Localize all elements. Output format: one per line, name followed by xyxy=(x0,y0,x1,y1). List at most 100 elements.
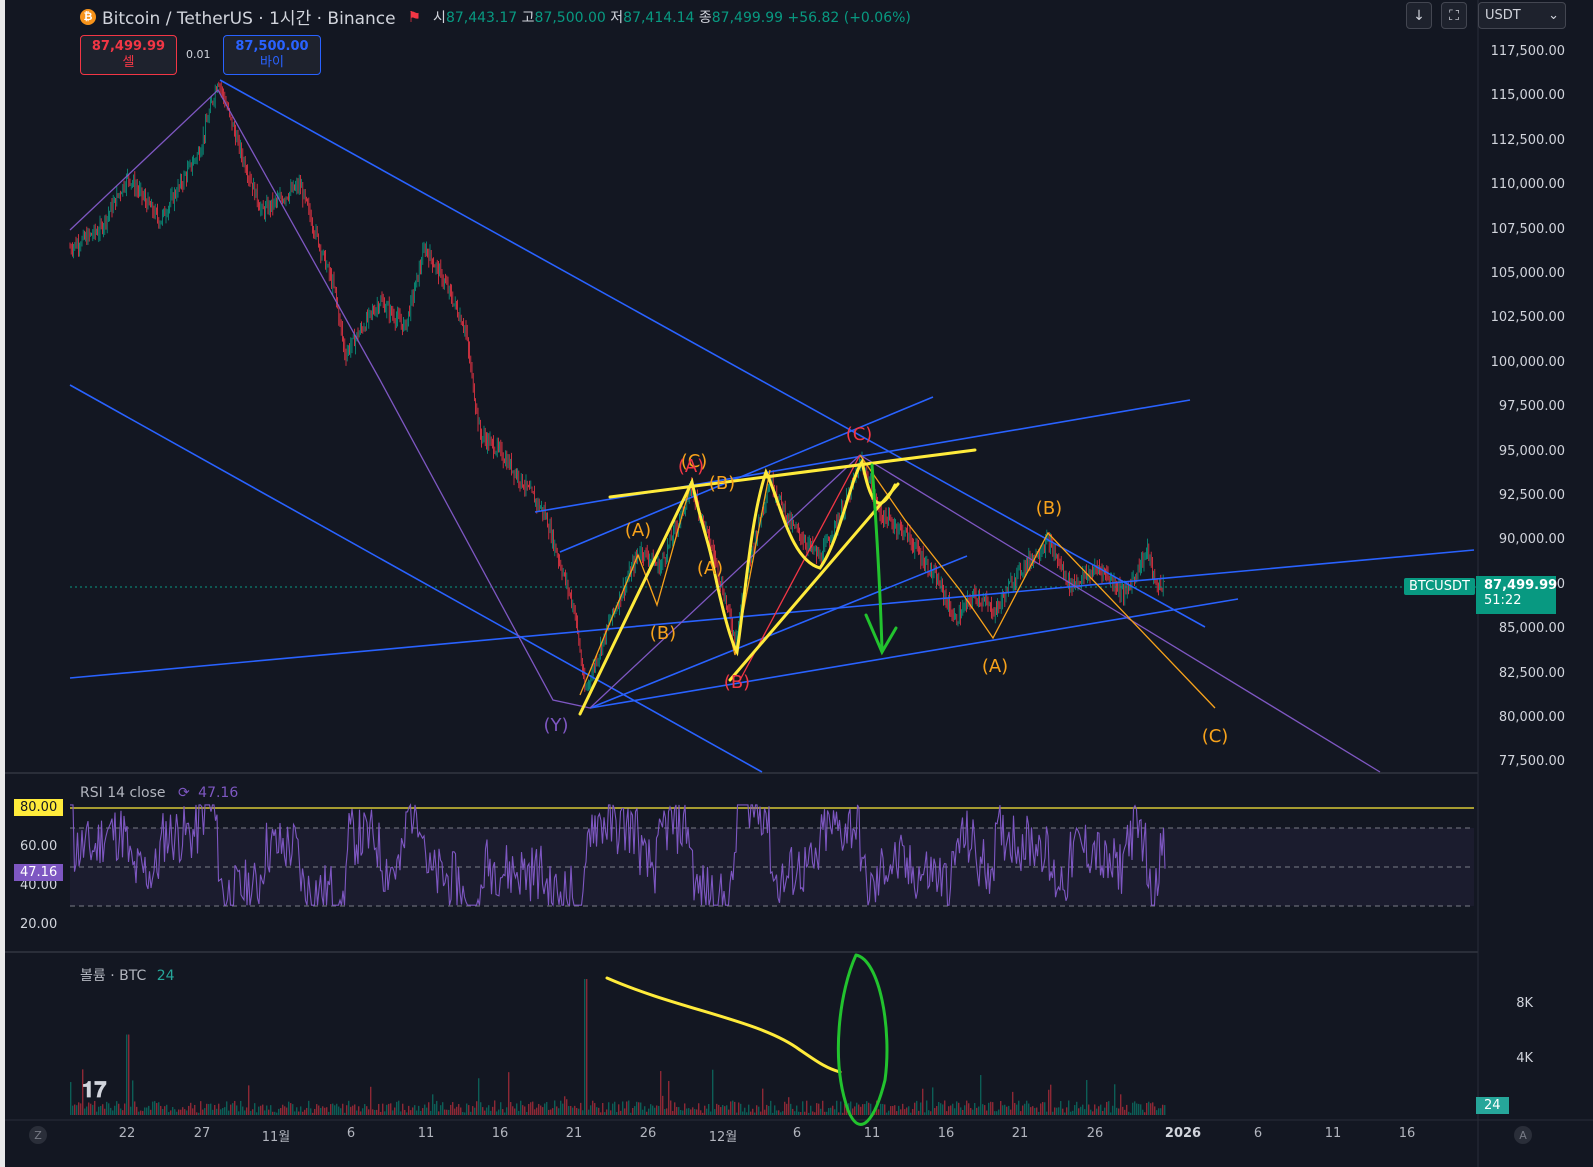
zoom-icon[interactable]: Z xyxy=(29,1126,47,1144)
volume-bar xyxy=(908,1106,910,1115)
volume-bar xyxy=(894,1105,896,1115)
volume-bar xyxy=(832,1105,834,1115)
volume-bar xyxy=(864,1104,866,1115)
volume-bar xyxy=(422,1108,424,1115)
volume-bar xyxy=(164,1106,166,1115)
volume-bar xyxy=(946,1111,948,1115)
volume-bar xyxy=(856,1102,858,1115)
volume-bar xyxy=(796,1105,798,1115)
green-annotations[interactable] xyxy=(836,463,898,1126)
volume-bar xyxy=(1108,1101,1110,1115)
volume-bar xyxy=(614,1101,616,1115)
volume-bar xyxy=(650,1104,652,1115)
volume-bar xyxy=(546,1102,548,1115)
volume-bar xyxy=(308,1100,310,1115)
wave-label: (B) xyxy=(1036,498,1062,519)
volume-bar xyxy=(1086,1080,1088,1115)
flag-icon[interactable]: ⚑ xyxy=(407,7,422,26)
volume-bar xyxy=(324,1107,326,1115)
volume-bar xyxy=(358,1106,360,1115)
download-icon[interactable]: ↓ xyxy=(1406,2,1432,29)
volume-bar xyxy=(678,1107,680,1115)
volume-bar xyxy=(884,1104,886,1115)
volume-bar xyxy=(770,1100,772,1115)
volume-bar xyxy=(332,1103,334,1115)
volume-bar xyxy=(722,1105,724,1115)
volume-bar xyxy=(1034,1108,1036,1115)
volume-bar xyxy=(568,1106,570,1115)
symbol-title[interactable]: Bitcoin / TetherUS · 1시간 · Binance xyxy=(102,9,396,29)
volume-bar xyxy=(576,1107,578,1115)
tradingview-logo-icon[interactable]: 𝟏𝟕 xyxy=(82,1078,107,1103)
volume-bar xyxy=(284,1106,286,1115)
volume-bar xyxy=(202,1109,204,1115)
volume-bar xyxy=(818,1103,820,1115)
sell-button[interactable]: 87,499.99 셀 xyxy=(80,35,177,75)
volume-bar xyxy=(144,1107,146,1115)
volume-bar xyxy=(482,1107,484,1115)
volume-bar xyxy=(782,1111,784,1115)
price-axis-label: 80,000.00 xyxy=(1498,710,1565,725)
volume-bar xyxy=(788,1097,790,1115)
volume-bar xyxy=(938,1102,940,1115)
volume-bar xyxy=(106,1101,108,1115)
volume-bar xyxy=(1014,1103,1016,1115)
auto-scale-icon[interactable]: A xyxy=(1514,1126,1532,1144)
rsi-legend[interactable]: RSI 14 close ⟳ 47.16 xyxy=(80,785,239,801)
volume-bar xyxy=(1040,1103,1042,1115)
volume-bar xyxy=(928,1110,930,1115)
volume-bar xyxy=(366,1106,368,1115)
time-axis-label: 21 xyxy=(1011,1126,1029,1141)
volume-bar xyxy=(278,1108,280,1115)
symbol-tag: BTCUSDT xyxy=(1404,578,1475,595)
volume-bar xyxy=(226,1101,228,1115)
volume-bar xyxy=(1098,1106,1100,1115)
volume-bar xyxy=(138,1111,140,1115)
volume-bar xyxy=(882,1103,884,1115)
volume-bar xyxy=(1024,1103,1026,1115)
volume-bar xyxy=(462,1112,464,1115)
volume-legend[interactable]: 볼륨 · BTC 24 xyxy=(80,968,175,984)
volume-bar xyxy=(178,1109,180,1115)
volume-bar xyxy=(420,1110,422,1115)
volume-bar xyxy=(996,1111,998,1115)
volume-bar xyxy=(444,1109,446,1115)
volume-bar xyxy=(370,1086,372,1115)
volume-bar xyxy=(854,1106,856,1115)
volume-bar xyxy=(642,1109,644,1115)
volume-bar xyxy=(654,1107,656,1115)
volume-bar xyxy=(760,1111,762,1115)
volume-bar xyxy=(280,1108,282,1115)
volume-bar xyxy=(926,1100,928,1115)
volume-bar xyxy=(440,1105,442,1115)
purple-wave-lines[interactable] xyxy=(69,88,1381,773)
volume-bar xyxy=(1110,1112,1112,1115)
volume-bar xyxy=(878,1109,880,1115)
rsi-level-40: 40.00 xyxy=(20,878,58,893)
volume-bar xyxy=(684,1103,686,1115)
volume-bar xyxy=(304,1109,306,1115)
currency-select[interactable]: USDT ⌄ xyxy=(1478,2,1566,29)
volume-bar xyxy=(922,1088,924,1115)
fullscreen-icon[interactable]: ⛶ xyxy=(1441,2,1467,29)
yellow-annotations[interactable] xyxy=(578,448,977,1074)
volume-bar xyxy=(526,1111,528,1115)
volume-bar xyxy=(916,1100,918,1115)
volume-bar xyxy=(616,1112,618,1115)
volume-bar xyxy=(388,1103,390,1115)
volume-bar xyxy=(112,1110,114,1115)
price-axis-label: 85,000.00 xyxy=(1498,621,1565,637)
volume-bar xyxy=(1128,1111,1130,1115)
volume-bar xyxy=(346,1105,348,1115)
volume-bar xyxy=(120,1108,122,1115)
volume-bar xyxy=(500,1102,502,1115)
volume-bar xyxy=(468,1105,470,1115)
volume-bar xyxy=(920,1102,922,1115)
volume-bar xyxy=(1120,1094,1122,1115)
buy-button[interactable]: 87,500.00 바이 xyxy=(223,35,321,75)
volume-bar xyxy=(244,1110,246,1115)
volume-bar xyxy=(744,1107,746,1115)
volume-bar xyxy=(986,1110,988,1115)
volume-bar xyxy=(558,1108,560,1115)
